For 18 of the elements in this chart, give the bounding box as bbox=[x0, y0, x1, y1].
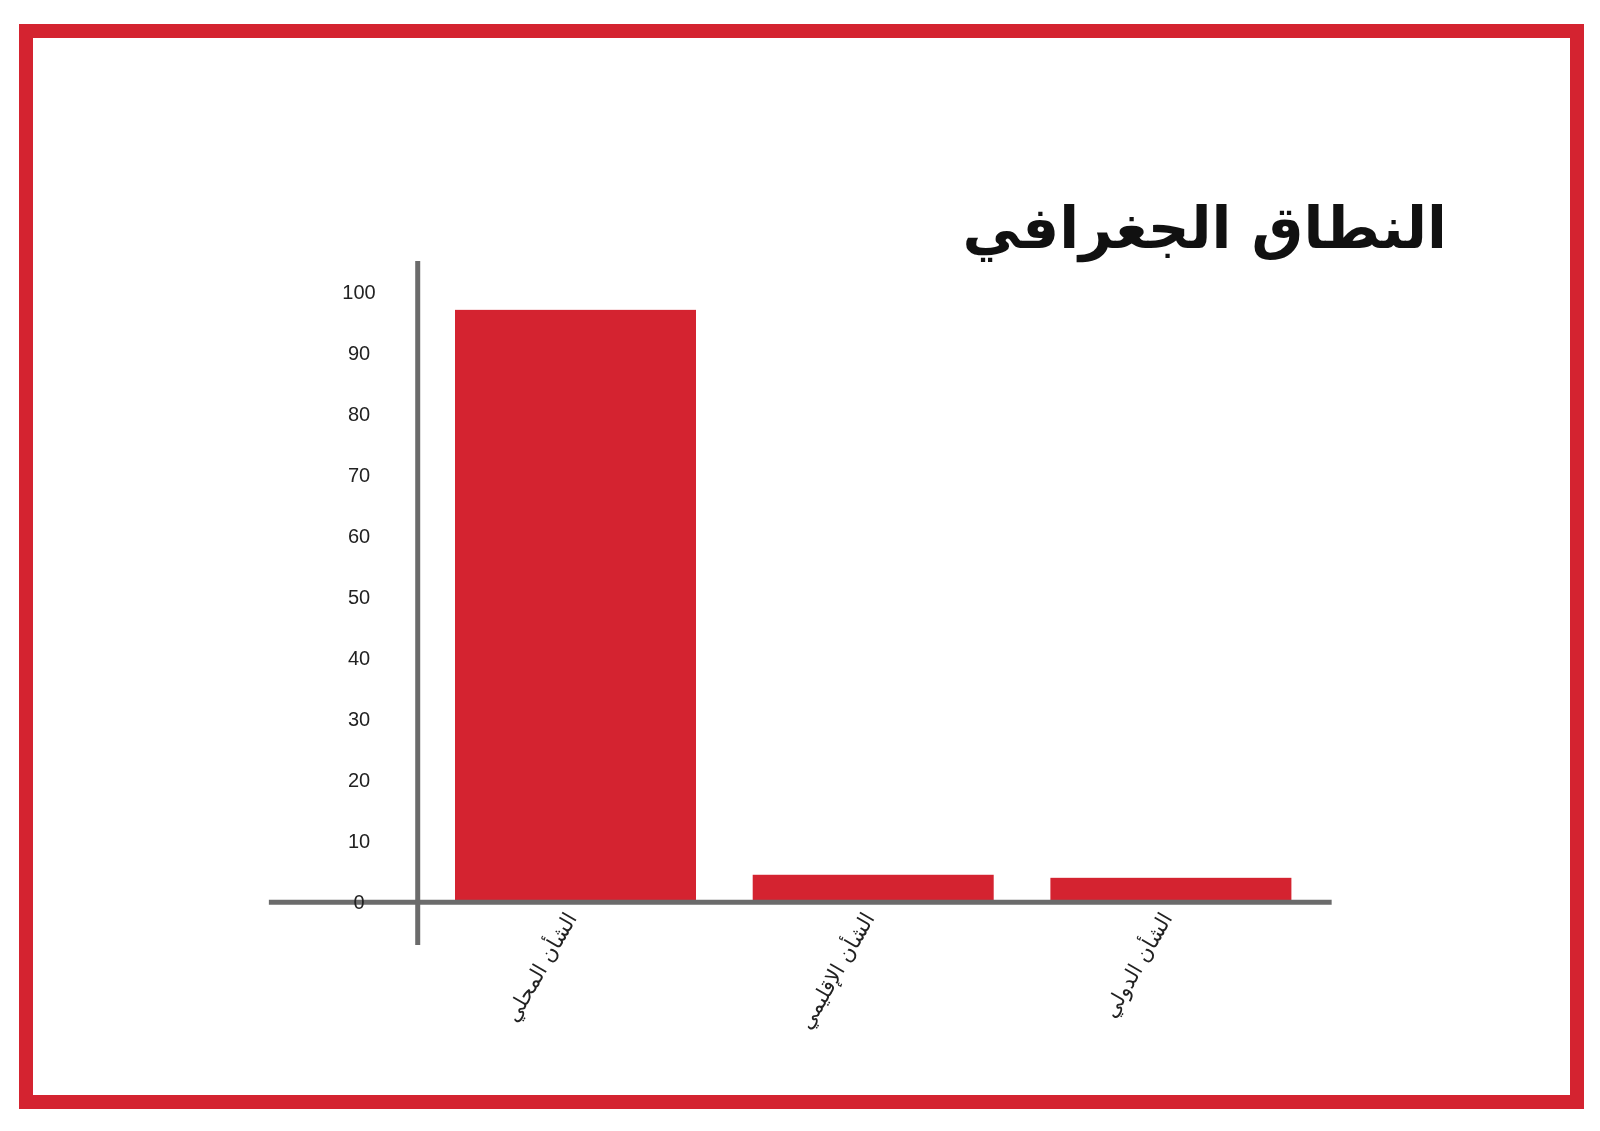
bar bbox=[752, 874, 994, 903]
chart-title: النطاق الجغرافي bbox=[962, 194, 1447, 263]
x-tick-label: الشأن المحلي bbox=[497, 907, 582, 1027]
bar bbox=[455, 309, 696, 903]
y-tick-label: 50 bbox=[347, 585, 371, 608]
y-tick-label: 100 bbox=[342, 280, 376, 303]
y-tick-label: 40 bbox=[347, 646, 371, 669]
y-tick-label: 20 bbox=[347, 769, 371, 792]
y-tick-label: 60 bbox=[347, 524, 371, 547]
y-tick-label: 0 bbox=[353, 891, 365, 914]
y-tick-label: 90 bbox=[347, 341, 371, 364]
bar bbox=[1050, 877, 1292, 903]
y-tick-label: 70 bbox=[347, 463, 371, 486]
y-tick-label: 10 bbox=[347, 830, 371, 853]
x-tick-label: الشأن الإقليمي bbox=[791, 907, 880, 1034]
x-tick-label: الشأن الدولي bbox=[1095, 907, 1178, 1022]
y-tick-label: 80 bbox=[347, 402, 371, 425]
y-tick-label: 30 bbox=[347, 708, 371, 731]
